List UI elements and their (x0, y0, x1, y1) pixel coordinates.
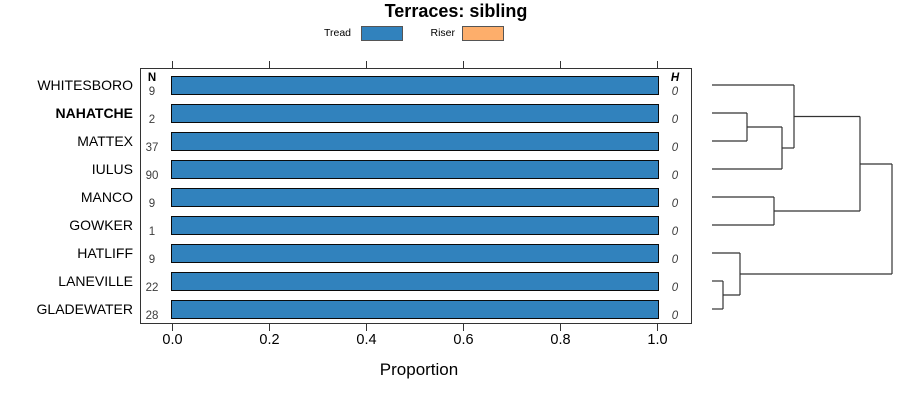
h-value-gladewater: 0 (671, 310, 679, 322)
legend-label-tread: Tread (323, 27, 351, 39)
row-label-mattex: MATTEX (77, 132, 133, 149)
bar-tread-mattex (171, 131, 659, 151)
x-tick-label-1.0: 1.0 (647, 332, 668, 348)
row-label-manco: MANCO (80, 188, 133, 205)
h-value-manco: 0 (671, 198, 679, 210)
h-column-header: H (670, 72, 680, 84)
bar-tread-iulus (171, 159, 659, 179)
row-label-iulus: IULUS (91, 160, 133, 177)
plot-area-frame (140, 68, 692, 324)
x-tick-top-0.0 (172, 61, 173, 68)
x-tick-top-0.4 (366, 61, 367, 68)
x-tick-bottom-1.0 (657, 324, 658, 331)
x-tick-top-1.0 (657, 61, 658, 68)
bar-tread-manco (171, 187, 659, 207)
bar-tread-whitesboro (171, 75, 659, 95)
h-value-whitesboro: 0 (671, 86, 679, 98)
n-column-header: N (147, 72, 157, 84)
bar-tread-hatliff (171, 243, 659, 263)
h-value-hatliff: 0 (671, 254, 679, 266)
x-tick-top-0.8 (560, 61, 561, 68)
n-value-mattex: 37 (145, 142, 159, 154)
row-label-whitesboro: WHITESBORO (37, 76, 133, 93)
chart-title: Terraces: sibling (384, 1, 528, 21)
x-tick-top-0.2 (269, 61, 270, 68)
x-tick-label-0.6: 0.6 (453, 332, 474, 348)
n-value-gladewater: 28 (145, 310, 159, 322)
n-value-hatliff: 9 (148, 254, 156, 266)
x-tick-label-0.4: 0.4 (356, 332, 377, 348)
h-value-iulus: 0 (671, 170, 679, 182)
row-label-gowker: GOWKER (69, 216, 133, 233)
n-value-iulus: 90 (145, 170, 159, 182)
h-value-laneville: 0 (671, 282, 679, 294)
x-tick-bottom-0.8 (560, 324, 561, 331)
x-tick-top-0.6 (463, 61, 464, 68)
h-value-gowker: 0 (671, 226, 679, 238)
n-value-manco: 9 (148, 198, 156, 210)
n-value-gowker: 1 (148, 226, 156, 238)
x-tick-bottom-0.2 (269, 324, 270, 331)
row-label-nahatche: NAHATCHE (55, 104, 133, 121)
x-tick-label-0.0: 0.0 (162, 332, 183, 348)
legend-swatch-riser (462, 26, 504, 41)
x-tick-label-0.2: 0.2 (259, 332, 280, 348)
h-value-nahatche: 0 (671, 114, 679, 126)
legend-swatch-tread (361, 26, 403, 41)
h-value-mattex: 0 (671, 142, 679, 154)
n-value-nahatche: 2 (148, 114, 156, 126)
x-tick-bottom-0.0 (172, 324, 173, 331)
row-label-laneville: LANEVILLE (58, 272, 133, 289)
bar-tread-laneville (171, 271, 659, 291)
x-tick-bottom-0.4 (366, 324, 367, 331)
x-axis-title: Proportion (379, 360, 459, 379)
bar-tread-nahatche (171, 103, 659, 123)
x-tick-bottom-0.6 (463, 324, 464, 331)
n-value-laneville: 22 (145, 282, 159, 294)
row-label-gladewater: GLADEWATER (36, 300, 133, 317)
legend-label-riser: Riser (430, 27, 455, 39)
dendrogram (712, 84, 893, 310)
n-value-whitesboro: 9 (148, 86, 156, 98)
bar-tread-gladewater (171, 299, 659, 319)
x-tick-label-0.8: 0.8 (550, 332, 571, 348)
row-label-hatliff: HATLIFF (77, 244, 133, 261)
bar-tread-gowker (171, 215, 659, 235)
